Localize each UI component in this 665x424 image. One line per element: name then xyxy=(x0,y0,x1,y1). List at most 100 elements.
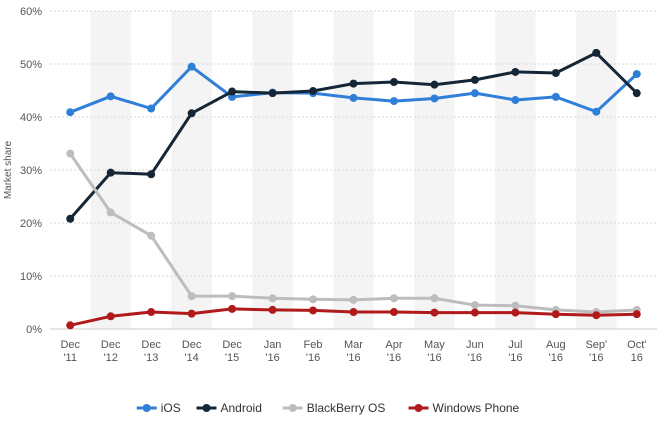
data-point xyxy=(147,104,156,113)
data-point xyxy=(309,306,318,315)
y-axis-title: Market share xyxy=(3,140,14,199)
data-point xyxy=(592,311,601,320)
x-tick-label: Apr '16 xyxy=(385,339,402,364)
data-point xyxy=(470,301,479,310)
x-tick-label: Dec '13 xyxy=(141,339,161,364)
series-lines xyxy=(66,48,641,330)
data-point xyxy=(430,80,439,89)
data-point xyxy=(511,308,520,317)
data-point xyxy=(268,305,277,314)
data-point xyxy=(470,89,479,98)
data-point xyxy=(147,231,156,240)
data-point xyxy=(632,89,641,98)
data-point xyxy=(106,312,115,321)
x-tick-label: Sep' '16 xyxy=(585,339,607,364)
legend-item-android[interactable]: Android xyxy=(196,401,262,415)
data-point xyxy=(511,96,520,105)
data-point xyxy=(389,294,398,303)
x-tick-label: Aug '16 xyxy=(546,339,566,364)
data-point xyxy=(430,294,439,303)
data-point xyxy=(389,78,398,87)
legend-marker-icon xyxy=(142,404,151,412)
data-point xyxy=(309,87,318,96)
x-tick-label: Dec '11 xyxy=(60,339,80,364)
y-tick-label: 40% xyxy=(20,112,42,124)
legend-marker-icon xyxy=(202,404,211,412)
data-point xyxy=(511,301,520,310)
x-tick-label: Dec '12 xyxy=(101,339,121,364)
data-point xyxy=(349,93,358,102)
data-point xyxy=(349,79,358,88)
data-point xyxy=(632,310,641,319)
data-point xyxy=(66,108,75,117)
legend-item-windows-phone[interactable]: Windows Phone xyxy=(408,401,520,415)
data-point xyxy=(430,94,439,103)
data-point xyxy=(66,321,75,330)
data-point xyxy=(309,295,318,304)
x-tick-label: Jul '16 xyxy=(508,339,522,364)
legend-item-blackberry-os[interactable]: BlackBerry OS xyxy=(282,401,386,415)
data-point xyxy=(268,89,277,98)
legend[interactable]: iOS Android BlackBerry OS Windows Phone xyxy=(136,401,520,415)
data-point xyxy=(349,295,358,304)
x-tick-label: Oct' 16 xyxy=(627,339,646,364)
data-point xyxy=(66,149,75,158)
data-point xyxy=(592,107,601,116)
legend-label: BlackBerry OS xyxy=(307,401,386,415)
y-tick-label: 10% xyxy=(20,271,42,283)
y-axis-ticks: 0% 10% 20% 30% 40% 50% 60% xyxy=(20,6,42,336)
x-tick-label: Dec '14 xyxy=(182,339,202,364)
data-point xyxy=(147,170,156,179)
data-point xyxy=(187,62,196,71)
x-tick-label: Jan '16 xyxy=(264,339,282,364)
data-point xyxy=(389,308,398,317)
legend-marker-icon xyxy=(414,404,423,412)
y-tick-label: 50% xyxy=(20,59,42,71)
gridlines xyxy=(50,10,657,330)
legend-marker-icon xyxy=(288,404,297,412)
data-point xyxy=(632,70,641,79)
y-tick-label: 0% xyxy=(26,324,42,336)
data-point xyxy=(268,294,277,303)
y-tick-label: 30% xyxy=(20,165,42,177)
data-point xyxy=(349,308,358,317)
data-point xyxy=(389,97,398,106)
data-point xyxy=(511,67,520,76)
legend-label: Windows Phone xyxy=(433,401,520,415)
x-tick-label: May '16 xyxy=(424,339,445,364)
data-point xyxy=(187,109,196,118)
y-tick-label: 60% xyxy=(20,6,42,18)
data-point xyxy=(470,308,479,317)
legend-item-ios[interactable]: iOS xyxy=(136,401,181,415)
data-point xyxy=(228,304,237,313)
x-tick-label: Mar '16 xyxy=(344,339,363,364)
series-android xyxy=(66,48,641,223)
data-point xyxy=(551,69,560,78)
data-point xyxy=(228,292,237,301)
data-point xyxy=(106,168,115,177)
legend-label: iOS xyxy=(161,401,181,415)
y-tick-label: 20% xyxy=(20,218,42,230)
series-blackberry-os xyxy=(66,149,641,317)
data-point xyxy=(106,92,115,101)
legend-label: Android xyxy=(221,401,262,415)
data-point xyxy=(147,308,156,317)
data-point xyxy=(228,87,237,96)
data-point xyxy=(470,75,479,84)
data-point xyxy=(187,309,196,318)
data-point xyxy=(592,48,601,57)
series-windows-phone xyxy=(66,304,641,330)
x-axis-ticks: Dec '11 Dec '12 Dec '13 Dec '14 Dec '15 Jan '16 Feb '… xyxy=(60,339,646,364)
data-point xyxy=(551,310,560,319)
data-point xyxy=(430,308,439,317)
x-tick-label: Feb '16 xyxy=(304,339,323,364)
data-point xyxy=(551,92,560,101)
x-tick-label: Dec '15 xyxy=(222,339,242,364)
data-point xyxy=(66,214,75,223)
data-point xyxy=(187,292,196,301)
data-point xyxy=(106,208,115,217)
x-tick-label: Jun '16 xyxy=(466,339,484,364)
alternate-column-bands xyxy=(90,11,617,329)
